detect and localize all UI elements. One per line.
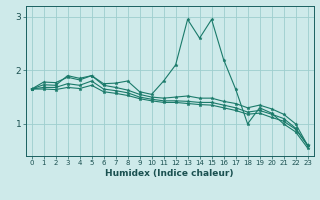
X-axis label: Humidex (Indice chaleur): Humidex (Indice chaleur)	[105, 169, 234, 178]
